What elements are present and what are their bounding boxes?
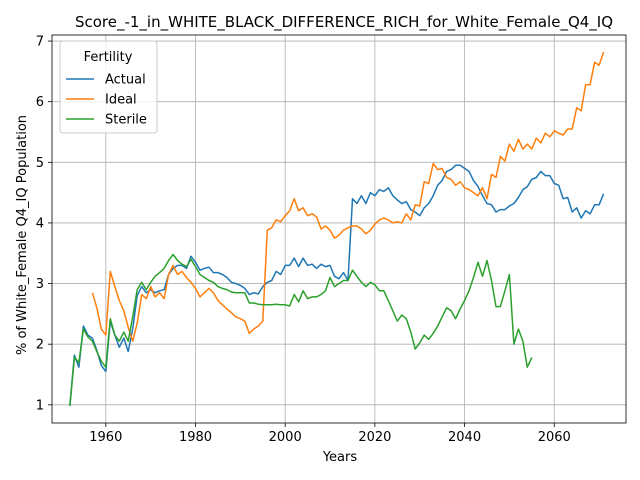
chart-title: Score_-1_in_WHITE_BLACK_DIFFERENCE_RICH_… (75, 13, 613, 32)
y-tick-label: 2 (36, 338, 44, 353)
y-tick-label: 6 (36, 95, 44, 110)
legend-label-ideal: Ideal (105, 93, 137, 108)
x-tick-label: 2020 (358, 430, 391, 445)
x-tick-label: 2060 (538, 430, 571, 445)
series-line-sterile (70, 255, 532, 407)
y-tick-label: 4 (36, 216, 44, 231)
legend-label-actual: Actual (105, 73, 146, 88)
x-axis-label: Years (322, 450, 358, 465)
y-tick-label: 5 (36, 156, 44, 171)
x-tick-label: 1960 (89, 430, 122, 445)
legend-label-sterile: Sterile (105, 113, 147, 128)
legend: Fertility Actual Ideal Sterile (60, 41, 157, 133)
y-axis-label: % of White_Female Q4_IQ Population (15, 115, 30, 355)
series-line-ideal (92, 52, 603, 341)
y-tick-label: 7 (36, 35, 44, 50)
legend-title: Fertility (84, 50, 133, 65)
x-tick-label: 1980 (179, 430, 212, 445)
y-tick-label: 1 (36, 398, 44, 413)
x-tick-label: 2000 (269, 430, 302, 445)
x-tick-label: 2040 (448, 430, 481, 445)
y-tick-label: 3 (36, 277, 44, 292)
